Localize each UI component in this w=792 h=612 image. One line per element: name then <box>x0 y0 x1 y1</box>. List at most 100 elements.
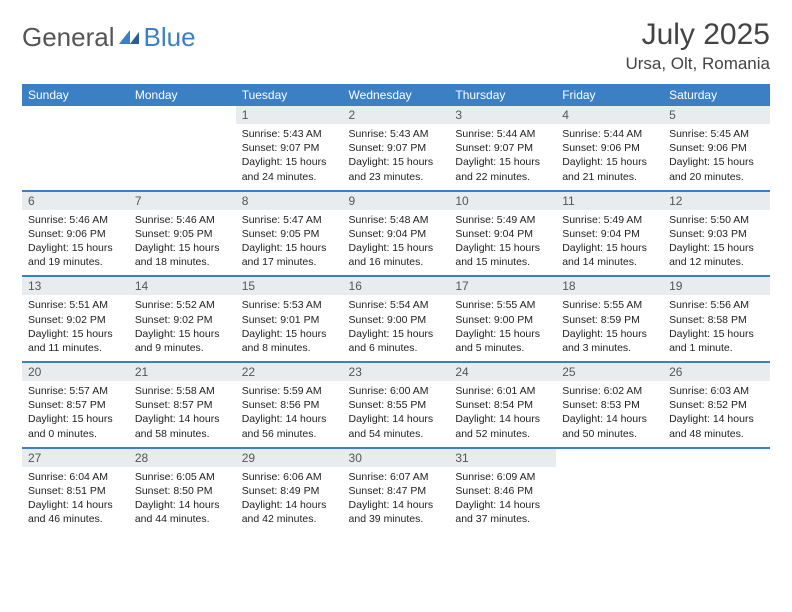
day-details: Sunrise: 6:04 AMSunset: 8:51 PMDaylight:… <box>22 467 129 533</box>
calendar-day-cell: 4Sunrise: 5:44 AMSunset: 9:06 PMDaylight… <box>556 106 663 191</box>
day-number: 28 <box>129 449 236 467</box>
calendar-day-cell: 17Sunrise: 5:55 AMSunset: 9:00 PMDayligh… <box>449 276 556 362</box>
calendar-day-cell: 14Sunrise: 5:52 AMSunset: 9:02 PMDayligh… <box>129 276 236 362</box>
weekday-header: Wednesday <box>343 84 450 106</box>
day-details: Sunrise: 6:09 AMSunset: 8:46 PMDaylight:… <box>449 467 556 533</box>
weekday-header: Saturday <box>663 84 770 106</box>
calendar-day-cell: 8Sunrise: 5:47 AMSunset: 9:05 PMDaylight… <box>236 191 343 277</box>
day-details: Sunrise: 6:02 AMSunset: 8:53 PMDaylight:… <box>556 381 663 447</box>
day-details: Sunrise: 5:55 AMSunset: 9:00 PMDaylight:… <box>449 295 556 361</box>
day-details: Sunrise: 5:57 AMSunset: 8:57 PMDaylight:… <box>22 381 129 447</box>
calendar-day-cell: 25Sunrise: 6:02 AMSunset: 8:53 PMDayligh… <box>556 362 663 448</box>
day-number: 5 <box>663 106 770 124</box>
calendar-day-cell: 31Sunrise: 6:09 AMSunset: 8:46 PMDayligh… <box>449 448 556 533</box>
day-number: 12 <box>663 192 770 210</box>
weekday-header: Monday <box>129 84 236 106</box>
weekday-header: Friday <box>556 84 663 106</box>
day-details: Sunrise: 6:01 AMSunset: 8:54 PMDaylight:… <box>449 381 556 447</box>
header: GeneralBlue July 2025 Ursa, Olt, Romania <box>22 18 770 74</box>
day-details: Sunrise: 5:44 AMSunset: 9:07 PMDaylight:… <box>449 124 556 190</box>
day-details: Sunrise: 5:48 AMSunset: 9:04 PMDaylight:… <box>343 210 450 276</box>
day-number: 4 <box>556 106 663 124</box>
day-number: 16 <box>343 277 450 295</box>
day-details: Sunrise: 6:06 AMSunset: 8:49 PMDaylight:… <box>236 467 343 533</box>
day-details: Sunrise: 5:43 AMSunset: 9:07 PMDaylight:… <box>343 124 450 190</box>
day-details: Sunrise: 5:45 AMSunset: 9:06 PMDaylight:… <box>663 124 770 190</box>
day-number: 31 <box>449 449 556 467</box>
calendar-day-cell: 5Sunrise: 5:45 AMSunset: 9:06 PMDaylight… <box>663 106 770 191</box>
day-details: Sunrise: 5:46 AMSunset: 9:06 PMDaylight:… <box>22 210 129 276</box>
day-details: Sunrise: 6:05 AMSunset: 8:50 PMDaylight:… <box>129 467 236 533</box>
day-number: 9 <box>343 192 450 210</box>
calendar-day-cell: 15Sunrise: 5:53 AMSunset: 9:01 PMDayligh… <box>236 276 343 362</box>
day-number: 7 <box>129 192 236 210</box>
calendar-day-cell: 30Sunrise: 6:07 AMSunset: 8:47 PMDayligh… <box>343 448 450 533</box>
calendar-day-cell: 9Sunrise: 5:48 AMSunset: 9:04 PMDaylight… <box>343 191 450 277</box>
calendar-day-cell: 27Sunrise: 6:04 AMSunset: 8:51 PMDayligh… <box>22 448 129 533</box>
day-number: 13 <box>22 277 129 295</box>
logo-mark-icon <box>119 22 141 53</box>
day-details: Sunrise: 5:44 AMSunset: 9:06 PMDaylight:… <box>556 124 663 190</box>
calendar-day-cell: 24Sunrise: 6:01 AMSunset: 8:54 PMDayligh… <box>449 362 556 448</box>
calendar-day-cell: 22Sunrise: 5:59 AMSunset: 8:56 PMDayligh… <box>236 362 343 448</box>
calendar-body: ....1Sunrise: 5:43 AMSunset: 9:07 PMDayl… <box>22 106 770 532</box>
page-title: July 2025 <box>625 18 770 52</box>
calendar-header-row: SundayMondayTuesdayWednesdayThursdayFrid… <box>22 84 770 106</box>
day-number: 6 <box>22 192 129 210</box>
calendar-day-cell: 23Sunrise: 6:00 AMSunset: 8:55 PMDayligh… <box>343 362 450 448</box>
weekday-header: Tuesday <box>236 84 343 106</box>
calendar-day-cell: .. <box>663 448 770 533</box>
day-number: 18 <box>556 277 663 295</box>
calendar-week-row: 6Sunrise: 5:46 AMSunset: 9:06 PMDaylight… <box>22 191 770 277</box>
day-details: Sunrise: 5:47 AMSunset: 9:05 PMDaylight:… <box>236 210 343 276</box>
calendar-day-cell: 20Sunrise: 5:57 AMSunset: 8:57 PMDayligh… <box>22 362 129 448</box>
calendar-day-cell: 3Sunrise: 5:44 AMSunset: 9:07 PMDaylight… <box>449 106 556 191</box>
calendar-day-cell: 1Sunrise: 5:43 AMSunset: 9:07 PMDaylight… <box>236 106 343 191</box>
calendar-table: SundayMondayTuesdayWednesdayThursdayFrid… <box>22 84 770 532</box>
day-number: 17 <box>449 277 556 295</box>
calendar-day-cell: 18Sunrise: 5:55 AMSunset: 8:59 PMDayligh… <box>556 276 663 362</box>
day-number: 27 <box>22 449 129 467</box>
location-text: Ursa, Olt, Romania <box>625 54 770 74</box>
calendar-week-row: 13Sunrise: 5:51 AMSunset: 9:02 PMDayligh… <box>22 276 770 362</box>
calendar-day-cell: .. <box>22 106 129 191</box>
calendar-week-row: ....1Sunrise: 5:43 AMSunset: 9:07 PMDayl… <box>22 106 770 191</box>
day-number: 1 <box>236 106 343 124</box>
page: GeneralBlue July 2025 Ursa, Olt, Romania… <box>0 0 792 550</box>
day-number: 23 <box>343 363 450 381</box>
calendar-day-cell: .. <box>129 106 236 191</box>
calendar-week-row: 27Sunrise: 6:04 AMSunset: 8:51 PMDayligh… <box>22 448 770 533</box>
day-details: Sunrise: 6:07 AMSunset: 8:47 PMDaylight:… <box>343 467 450 533</box>
calendar-week-row: 20Sunrise: 5:57 AMSunset: 8:57 PMDayligh… <box>22 362 770 448</box>
day-details: Sunrise: 5:51 AMSunset: 9:02 PMDaylight:… <box>22 295 129 361</box>
day-number: 15 <box>236 277 343 295</box>
day-number: 10 <box>449 192 556 210</box>
day-number: 29 <box>236 449 343 467</box>
day-number: 2 <box>343 106 450 124</box>
calendar-day-cell: 13Sunrise: 5:51 AMSunset: 9:02 PMDayligh… <box>22 276 129 362</box>
day-details: Sunrise: 5:53 AMSunset: 9:01 PMDaylight:… <box>236 295 343 361</box>
day-number: 25 <box>556 363 663 381</box>
calendar-day-cell: 7Sunrise: 5:46 AMSunset: 9:05 PMDaylight… <box>129 191 236 277</box>
title-block: July 2025 Ursa, Olt, Romania <box>625 18 770 74</box>
logo: GeneralBlue <box>22 22 196 53</box>
logo-text-1: General <box>22 22 115 53</box>
weekday-header: Sunday <box>22 84 129 106</box>
day-details: Sunrise: 5:50 AMSunset: 9:03 PMDaylight:… <box>663 210 770 276</box>
calendar-day-cell: 19Sunrise: 5:56 AMSunset: 8:58 PMDayligh… <box>663 276 770 362</box>
calendar-day-cell: 6Sunrise: 5:46 AMSunset: 9:06 PMDaylight… <box>22 191 129 277</box>
weekday-header: Thursday <box>449 84 556 106</box>
day-details: Sunrise: 5:43 AMSunset: 9:07 PMDaylight:… <box>236 124 343 190</box>
day-details: Sunrise: 5:58 AMSunset: 8:57 PMDaylight:… <box>129 381 236 447</box>
day-details: Sunrise: 5:56 AMSunset: 8:58 PMDaylight:… <box>663 295 770 361</box>
day-details: Sunrise: 5:49 AMSunset: 9:04 PMDaylight:… <box>449 210 556 276</box>
calendar-day-cell: 2Sunrise: 5:43 AMSunset: 9:07 PMDaylight… <box>343 106 450 191</box>
day-number: 26 <box>663 363 770 381</box>
calendar-day-cell: 29Sunrise: 6:06 AMSunset: 8:49 PMDayligh… <box>236 448 343 533</box>
day-number: 24 <box>449 363 556 381</box>
calendar-day-cell: 11Sunrise: 5:49 AMSunset: 9:04 PMDayligh… <box>556 191 663 277</box>
day-details: Sunrise: 5:46 AMSunset: 9:05 PMDaylight:… <box>129 210 236 276</box>
day-details: Sunrise: 5:55 AMSunset: 8:59 PMDaylight:… <box>556 295 663 361</box>
day-number: 21 <box>129 363 236 381</box>
day-number: 22 <box>236 363 343 381</box>
